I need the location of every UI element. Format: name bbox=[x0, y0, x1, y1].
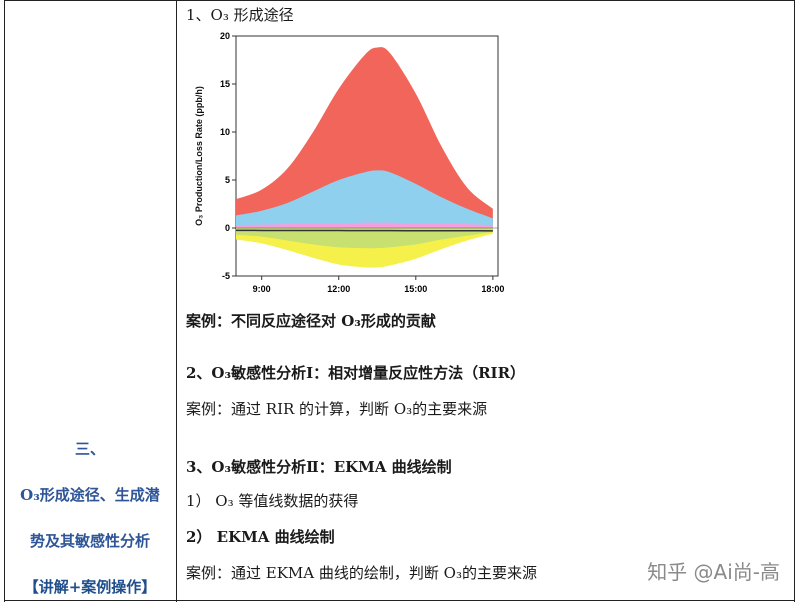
x-tick-label: 15:00 bbox=[404, 284, 427, 294]
area-green bbox=[236, 228, 493, 249]
area-series bbox=[235, 47, 493, 268]
heading-ekma-curve: 3、O₃敏感性分析Ⅱ：EKMA 曲线绘制 bbox=[186, 458, 452, 476]
y-axis-label: O₃ Production/Loss Rate (ppb/h) bbox=[194, 86, 204, 226]
area-pink bbox=[236, 222, 493, 228]
case-pathway-contribution: 案例：不同反应途径对 O₃形成的贡献 bbox=[186, 312, 436, 330]
zhihu-watermark: 知乎 @Ai尚-高 bbox=[647, 560, 780, 584]
table-border-right bbox=[794, 0, 795, 602]
x-tick-label: 18:00 bbox=[481, 284, 504, 294]
x-tick-label: 12:00 bbox=[327, 284, 350, 294]
right-cell: 1、O₃ 形成途径 -5 0 5 10 15 20 9:00 12:00 15:00 18:00… bbox=[178, 0, 794, 602]
plot-area: -5 0 5 10 15 20 9:00 12:00 15:00 18:00 bbox=[220, 31, 504, 294]
y-tick-label: 10 bbox=[220, 127, 230, 137]
case-ekma-source: 案例：通过 EKMA 曲线的绘制，判断 O₃的主要来源 bbox=[186, 564, 537, 582]
table-divider bbox=[176, 0, 177, 602]
item-isoline-data: 1） O₃ 等值线数据的获得 bbox=[186, 492, 359, 510]
y-ticks: -5 0 5 10 15 20 bbox=[220, 31, 236, 281]
heading-formation-pathway: 1、O₃ 形成途径 bbox=[186, 6, 294, 24]
y-tick-label: 20 bbox=[220, 31, 230, 41]
section-number: 三、 bbox=[74, 440, 105, 458]
section-title-line1: O₃形成途径、生成潜 bbox=[20, 486, 160, 504]
y-tick-label: 0 bbox=[225, 223, 230, 233]
heading-rir-method: 2、O₃敏感性分析Ⅰ：相对增量反应性方法（RIR） bbox=[186, 364, 526, 382]
x-ticks: 9:00 12:00 15:00 18:00 bbox=[253, 276, 504, 294]
o3-rate-chart: -5 0 5 10 15 20 9:00 12:00 15:00 18:00 O₃ Produc… bbox=[194, 31, 504, 294]
x-tick-label: 9:00 bbox=[253, 284, 271, 294]
section-title-line2: 势及其敏感性分析 bbox=[29, 532, 150, 550]
area-red bbox=[236, 47, 493, 228]
table-border-left bbox=[4, 0, 5, 602]
y-tick-label: 15 bbox=[220, 79, 230, 89]
table-border-top bbox=[4, 0, 794, 1]
left-cell: 三、 O₃形成途径、生成潜 势及其敏感性分析 【讲解+案例操作】 bbox=[4, 0, 176, 602]
y-tick-label: 5 bbox=[225, 175, 230, 185]
table-border-bottom bbox=[4, 600, 794, 601]
case-rir-calculation: 案例：通过 RIR 的计算，判断 O₃的主要来源 bbox=[186, 400, 488, 418]
area-blue bbox=[236, 170, 493, 228]
plot-frame bbox=[235, 35, 499, 277]
item-ekma-plotting: 2） EKMA 曲线绘制 bbox=[186, 528, 335, 546]
y-tick-label: -5 bbox=[222, 271, 230, 281]
section-tag: 【讲解+案例操作】 bbox=[23, 578, 157, 596]
